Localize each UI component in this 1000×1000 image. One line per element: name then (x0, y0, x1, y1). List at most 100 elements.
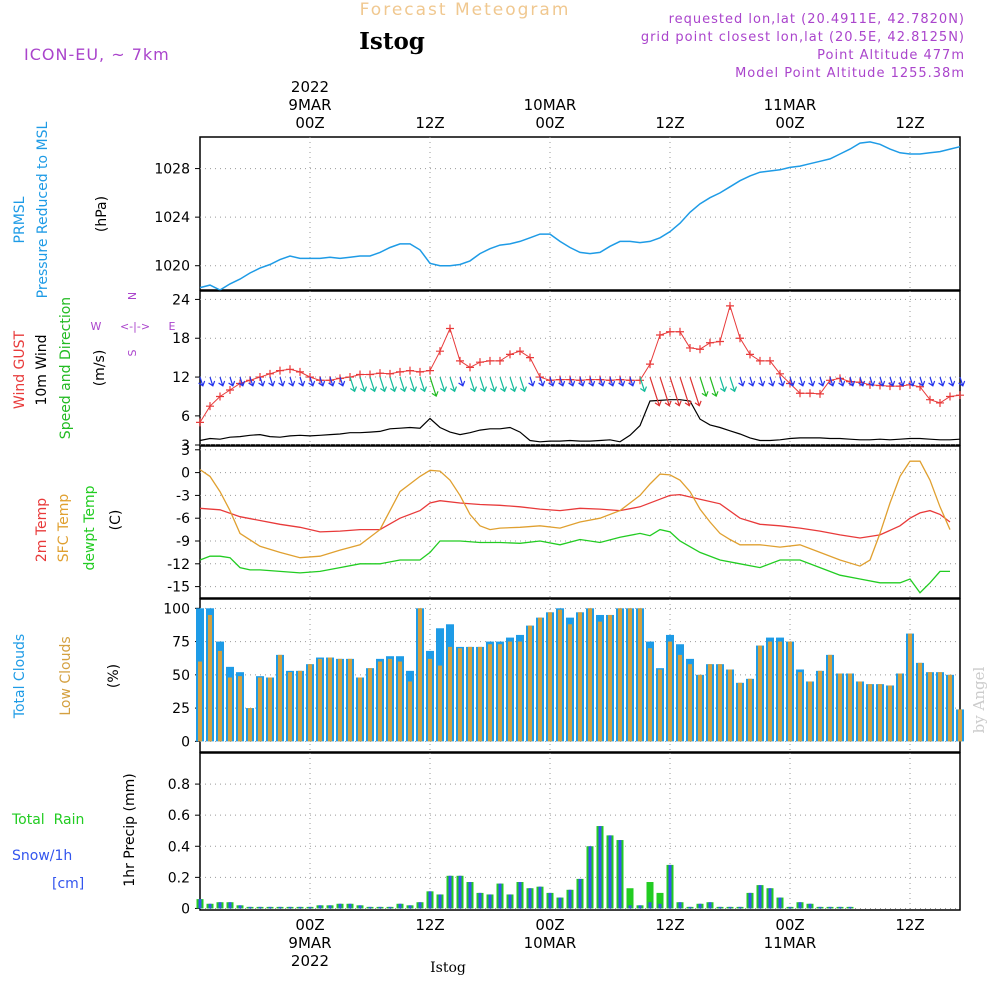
snow-bar (288, 906, 292, 909)
rain-bar (646, 882, 654, 909)
wind-direction-arrow (748, 376, 756, 387)
y-tick-label: 0.8 (168, 777, 190, 793)
wind-gust-point (686, 343, 694, 352)
wind-direction-arrow (938, 376, 946, 387)
wind-direction-arrow (669, 376, 682, 407)
wind-direction-arrow (878, 376, 886, 387)
snow-bar (198, 899, 202, 909)
top-time-label: 12Z (895, 114, 924, 132)
wind-direction-arrow (908, 376, 916, 387)
model-label: ICON-EU, ~ 7km (24, 45, 170, 64)
snow-bar (698, 903, 702, 909)
wind-gust-point (666, 327, 674, 336)
rain-bar (656, 892, 664, 909)
wind-gust-point (476, 358, 484, 367)
low-cloud-bar (348, 658, 352, 742)
snow-bar (238, 905, 242, 909)
low-cloud-bar (268, 677, 272, 742)
wind-gust-point (816, 389, 824, 398)
wind-gust-point (526, 353, 534, 362)
snow-bar (788, 906, 792, 909)
y-tick-label: 24 (172, 292, 190, 308)
snow-bar (548, 892, 552, 909)
wind-gust-point (706, 338, 714, 347)
snow-bar (818, 906, 822, 909)
low-cloud-bar (418, 608, 422, 742)
bottom-time-label: 12Z (895, 916, 924, 934)
y-tick-label: 0.6 (168, 808, 190, 824)
low-cloud-bar (298, 670, 302, 742)
wind-gust-point (956, 391, 964, 400)
wind-gust-point (296, 367, 304, 376)
wind-direction-arrow (268, 376, 276, 387)
low-cloud-bar (668, 641, 672, 742)
wind-direction-arrow (868, 376, 876, 387)
wind-direction-arrow (458, 376, 466, 387)
panel-frame (199, 290, 961, 446)
wind-gust-point (486, 356, 494, 365)
snow-bar (738, 906, 742, 909)
wind-gust-point (456, 356, 464, 365)
compass-south: S (126, 349, 139, 356)
wind-direction-arrow (359, 376, 368, 393)
low-cloud-bar (198, 661, 202, 742)
bottom-time-label: 00Z (535, 916, 564, 934)
y-tick-label: -15 (167, 580, 190, 596)
snow-bar (498, 883, 502, 909)
y-tick-label: 75 (172, 635, 190, 651)
snow-bar (558, 897, 562, 909)
wind-direction-arrow (308, 376, 316, 387)
low-cloud-bar (698, 674, 702, 742)
wind-direction-arrow (439, 376, 448, 393)
snow-bar (468, 882, 472, 909)
low-cloud-bar (428, 658, 432, 742)
wind-direction-arrow (758, 376, 766, 387)
snow-bar (298, 906, 302, 909)
wind-direction-arrow (298, 376, 306, 387)
wind-direction-arrow (818, 376, 826, 387)
temp-unit-label: (C) (108, 510, 124, 531)
low-cloud-bar (618, 608, 622, 742)
low-cloud-bar (248, 708, 252, 742)
y-tick-label: 0.2 (168, 870, 190, 886)
snow-bar (258, 906, 262, 909)
low-cloud-bar (398, 661, 402, 742)
snow-bar (308, 906, 312, 909)
wind-direction-arrow (928, 376, 936, 387)
low-cloud-bar (748, 678, 752, 742)
wind-10m-label: 10m Wind (34, 334, 50, 405)
wind-direction-arrow (389, 376, 398, 393)
snow-bar (348, 903, 352, 909)
low-cloud-bar (688, 664, 692, 742)
wind-direction-arrow (379, 376, 388, 393)
wind-gust-point (396, 367, 404, 376)
wind-direction-arrow (318, 376, 326, 387)
low-cloud-bar (818, 670, 822, 742)
wind-direction-arrow (489, 376, 498, 393)
y-tick-label: 0 (181, 734, 190, 750)
snow-bar (278, 906, 282, 909)
low-cloud-bar (408, 681, 412, 742)
wind-gust-point (466, 363, 474, 372)
top-time-label: 12Z (655, 114, 684, 132)
low-cloud-bar (608, 614, 612, 742)
snow-bar (668, 864, 672, 909)
compass-rose: N <-|-> S W E (91, 292, 176, 357)
low-cloud-bar (308, 664, 312, 742)
wind-gust-point (776, 369, 784, 378)
snow-bar (328, 905, 332, 909)
wind-gust-point (716, 337, 724, 346)
y-tick-label: 1024 (154, 210, 190, 226)
wind-direction-arrow (618, 376, 626, 387)
y-tick-label: 12 (172, 370, 190, 386)
wind-gust-point (766, 356, 774, 365)
wind-gust-point (506, 350, 514, 359)
low-cloud-bar (378, 661, 382, 742)
wind-direction-arrow (709, 376, 719, 398)
wind-gust-point (386, 369, 394, 378)
bottom-date-label: 10MAR (524, 934, 577, 952)
wind-direction-arrow (248, 376, 256, 387)
wind-gust-label: Wind GUST (12, 330, 28, 409)
wind-direction-arrow (659, 376, 672, 407)
